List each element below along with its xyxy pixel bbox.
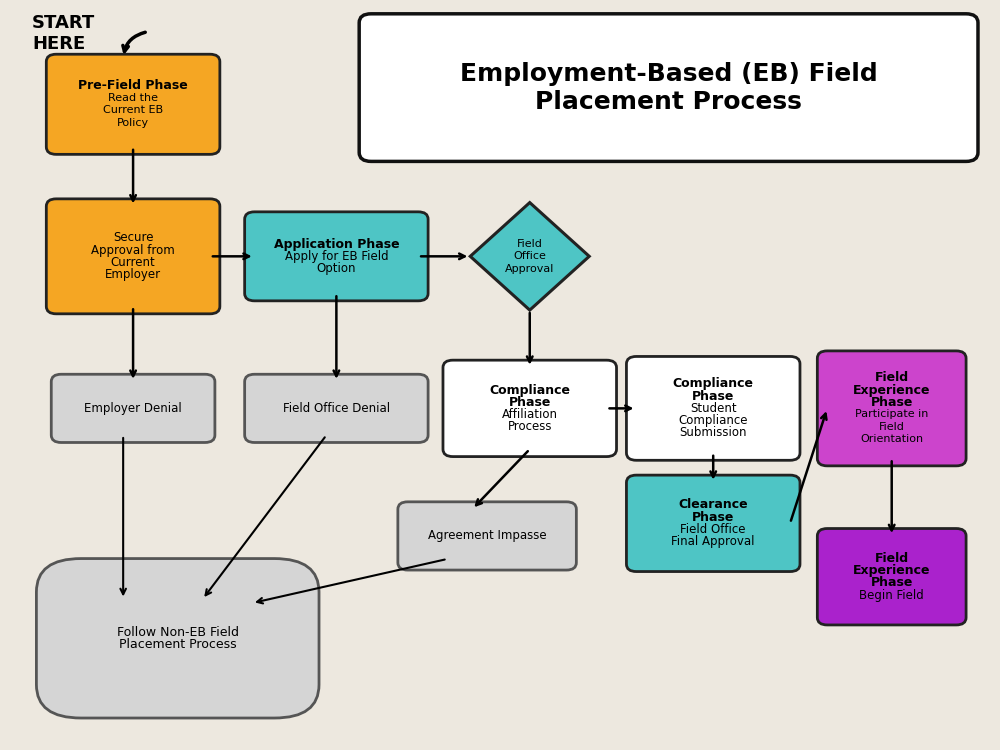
Polygon shape [470, 202, 589, 310]
Text: Secure: Secure [113, 232, 153, 244]
Text: Option: Option [317, 262, 356, 275]
FancyBboxPatch shape [443, 360, 617, 457]
Text: Process: Process [508, 420, 552, 434]
Text: Approval: Approval [505, 263, 554, 274]
Text: Phase: Phase [871, 396, 913, 409]
Text: Office: Office [513, 251, 546, 261]
Text: Employment-Based (EB) Field
Placement Process: Employment-Based (EB) Field Placement Pr… [460, 62, 877, 113]
Text: Experience: Experience [853, 564, 930, 577]
Text: Policy: Policy [117, 118, 149, 128]
Text: Phase: Phase [509, 396, 551, 409]
Text: Field: Field [875, 552, 909, 565]
Text: Field: Field [879, 422, 905, 432]
Text: Orientation: Orientation [860, 434, 923, 444]
Text: Student: Student [690, 402, 737, 415]
FancyBboxPatch shape [51, 374, 215, 442]
Text: Current EB: Current EB [103, 106, 163, 116]
Text: Submission: Submission [679, 426, 747, 439]
Text: Approval from: Approval from [91, 244, 175, 256]
FancyBboxPatch shape [817, 351, 966, 466]
Text: Clearance: Clearance [678, 499, 748, 512]
FancyBboxPatch shape [817, 529, 966, 625]
Text: Experience: Experience [853, 383, 930, 397]
FancyBboxPatch shape [36, 559, 319, 718]
FancyBboxPatch shape [359, 13, 978, 161]
Text: Field Office: Field Office [680, 523, 746, 536]
Text: Field: Field [875, 371, 909, 384]
Text: Participate in: Participate in [855, 410, 928, 419]
Text: Placement Process: Placement Process [119, 638, 237, 651]
FancyBboxPatch shape [626, 356, 800, 460]
Text: Employer: Employer [105, 268, 161, 281]
Text: Phase: Phase [692, 390, 734, 403]
Text: Compliance: Compliance [489, 383, 570, 397]
Text: Affiliation: Affiliation [502, 408, 558, 421]
Text: Application Phase: Application Phase [274, 238, 399, 250]
FancyBboxPatch shape [245, 211, 428, 301]
Text: Begin Field: Begin Field [859, 589, 924, 602]
Text: START
HERE: START HERE [32, 14, 95, 53]
Text: Phase: Phase [871, 576, 913, 590]
FancyBboxPatch shape [46, 54, 220, 154]
Text: Field: Field [517, 239, 543, 249]
FancyBboxPatch shape [398, 502, 576, 570]
Text: Final Approval: Final Approval [671, 536, 755, 548]
Text: Follow Non-EB Field: Follow Non-EB Field [117, 626, 239, 639]
Text: Phase: Phase [692, 511, 734, 524]
Text: Agreement Impasse: Agreement Impasse [428, 530, 546, 542]
FancyBboxPatch shape [245, 374, 428, 442]
FancyBboxPatch shape [626, 476, 800, 572]
Text: Field Office Denial: Field Office Denial [283, 402, 390, 415]
FancyBboxPatch shape [46, 199, 220, 314]
Text: Current: Current [111, 256, 155, 269]
Text: Compliance: Compliance [678, 414, 748, 427]
Text: Employer Denial: Employer Denial [84, 402, 182, 415]
Text: Pre-Field Phase: Pre-Field Phase [78, 80, 188, 92]
Text: Apply for EB Field: Apply for EB Field [285, 250, 388, 262]
Text: Compliance: Compliance [673, 377, 754, 391]
Text: Read the: Read the [108, 93, 158, 104]
